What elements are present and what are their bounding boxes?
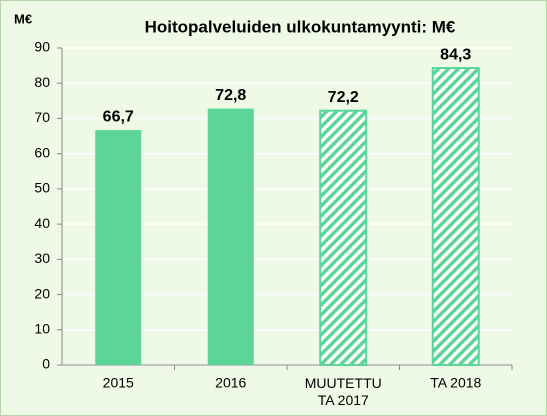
x-tick-label: 2016 (215, 375, 246, 391)
y-tick-label: 90 (34, 39, 50, 55)
x-tick-label: MUUTETTU TA 2017 (305, 375, 382, 408)
y-axis-label: M€ (14, 11, 32, 26)
chart-title: Hoitopalveluiden ulkokuntamyynti: M€ (145, 17, 456, 36)
y-tick-label: 50 (34, 180, 50, 196)
y-tick-label: 80 (34, 74, 50, 90)
y-tick-label: 30 (34, 250, 50, 266)
y-tick-label: 20 (34, 285, 50, 301)
y-tick-label: 70 (34, 109, 50, 125)
bar (207, 108, 254, 366)
bar (431, 67, 480, 367)
y-tick-label: 0 (42, 356, 50, 372)
y-tick-label: 40 (34, 215, 50, 231)
value-label: 84,3 (440, 46, 471, 63)
y-tick-label: 10 (34, 320, 50, 336)
value-label: 72,2 (328, 89, 359, 106)
value-label: 72,8 (215, 87, 246, 104)
y-tick-label: 60 (34, 144, 50, 160)
x-tick-label: TA 2018 (430, 375, 481, 391)
bar (95, 130, 142, 365)
bar (319, 109, 368, 366)
x-tick-label: 2015 (103, 375, 134, 391)
value-label: 66,7 (103, 108, 134, 125)
